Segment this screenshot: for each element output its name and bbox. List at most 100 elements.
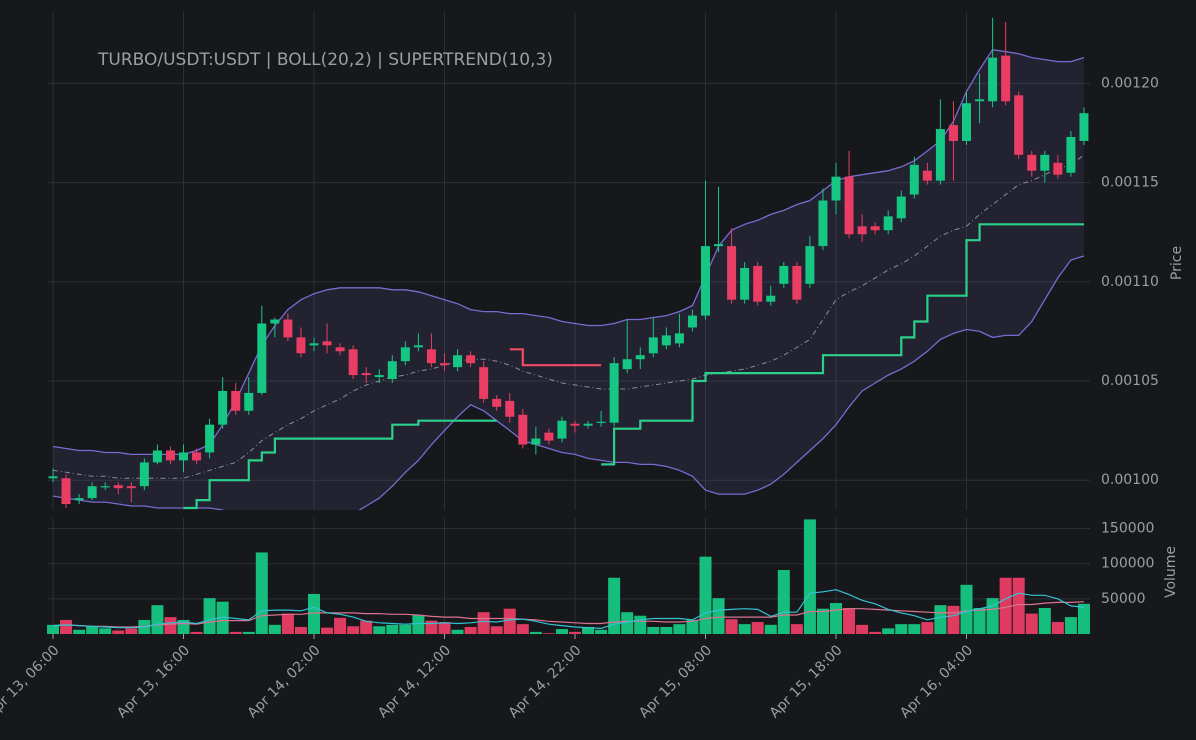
volume-bar	[921, 622, 934, 634]
candle-body	[870, 226, 880, 231]
volume-bar	[347, 626, 360, 634]
candle-body	[896, 196, 906, 219]
y-axis-label: Price	[1169, 246, 1185, 280]
candle-body	[805, 246, 815, 284]
candle-body	[1053, 162, 1063, 175]
candle-body	[179, 452, 188, 461]
volume-bar	[1077, 603, 1090, 634]
candle-body	[139, 462, 149, 487]
candle-body	[753, 265, 763, 302]
candle-body	[387, 361, 397, 380]
band-fill	[53, 49, 1084, 510]
volume-bar	[125, 628, 138, 634]
candle-body	[165, 450, 175, 461]
volume-bar	[373, 626, 386, 634]
candle-body	[413, 345, 423, 348]
candle-body	[818, 200, 828, 247]
volume-bar	[686, 619, 699, 634]
candle-body	[883, 216, 893, 231]
volume-bar	[490, 626, 503, 634]
candle-body	[727, 246, 737, 300]
volume-bar	[1038, 607, 1051, 634]
candle-body	[1040, 154, 1050, 171]
volume-bar	[699, 556, 712, 634]
volume-bar	[947, 605, 960, 634]
volume-bar	[464, 626, 477, 634]
candle-body	[701, 246, 710, 316]
volume-bar	[751, 622, 764, 634]
candle-body	[831, 176, 841, 201]
volume-bar	[738, 624, 751, 634]
volume-bar	[164, 617, 177, 634]
candle-body	[152, 450, 162, 463]
volume-tick-label: 100000	[1101, 556, 1154, 572]
candle-body	[426, 349, 436, 364]
candle-body	[779, 265, 789, 284]
volume-bar	[555, 629, 568, 634]
candle-body	[466, 355, 476, 364]
candle-body	[205, 424, 215, 453]
candle-body	[218, 390, 228, 425]
candle-body	[374, 375, 384, 378]
volume-bar	[425, 620, 438, 634]
candle-body	[309, 343, 319, 346]
volume-bar	[725, 619, 738, 634]
y-tick-label: 0.00115	[1101, 175, 1159, 191]
volume-ma-line	[52, 601, 1085, 628]
candle-body	[975, 99, 985, 102]
candle-body	[492, 398, 502, 407]
volume-bar	[516, 624, 529, 634]
volume-bar	[777, 570, 790, 634]
candle-body	[935, 129, 945, 181]
volume-bar	[960, 584, 973, 634]
volume-bar	[255, 552, 268, 634]
chart-title: TURBO/USDT:USDT | BOLL(20,2) | SUPERTREN…	[97, 50, 553, 70]
candle-body	[322, 341, 332, 346]
y-tick-label: 0.00110	[1101, 274, 1159, 290]
volume-bar	[934, 605, 947, 634]
candle-body	[296, 337, 306, 354]
candle-body	[87, 486, 97, 499]
candle-body	[244, 392, 254, 411]
candle-body	[270, 319, 280, 324]
candle-body	[714, 244, 724, 247]
volume-bar	[999, 577, 1012, 634]
volume-bar	[60, 619, 73, 634]
volume-bar	[112, 630, 125, 634]
candle-body	[792, 265, 802, 300]
candle-body	[1001, 55, 1011, 102]
volume-bar	[569, 631, 581, 634]
supertrend-up	[183, 223, 1084, 510]
candle-body	[113, 485, 123, 489]
volume-bar	[595, 629, 608, 634]
volume-ma-line	[52, 589, 1085, 630]
volume-tick-label: 150000	[1101, 521, 1154, 537]
volume-bar	[908, 624, 921, 634]
candle-body	[661, 335, 671, 346]
volume-bar	[399, 624, 412, 634]
volume-bar	[151, 605, 164, 634]
candle-body	[844, 176, 854, 235]
volume-bar	[856, 624, 869, 634]
volume-bar	[73, 629, 86, 634]
price-panel	[48, 17, 1089, 510]
volume-bar	[830, 603, 842, 634]
volume-bar	[882, 628, 895, 634]
candle-body	[622, 359, 632, 370]
candle-body	[518, 414, 528, 445]
candle-body	[687, 315, 697, 328]
volume-bar	[634, 615, 647, 634]
volume-bar	[99, 628, 112, 634]
candle-body	[348, 349, 358, 376]
candle-body	[1014, 95, 1024, 155]
candle-body	[283, 319, 293, 338]
volume-bar	[843, 607, 856, 634]
volume-bar	[647, 626, 660, 634]
volume-bar	[1064, 617, 1077, 634]
volume-axis-label: Volume	[1163, 546, 1179, 598]
volume-bar	[582, 626, 595, 634]
volume-bar	[216, 601, 229, 634]
candle-body	[596, 421, 606, 423]
volume-bar	[477, 612, 490, 634]
candle-body	[257, 323, 267, 393]
